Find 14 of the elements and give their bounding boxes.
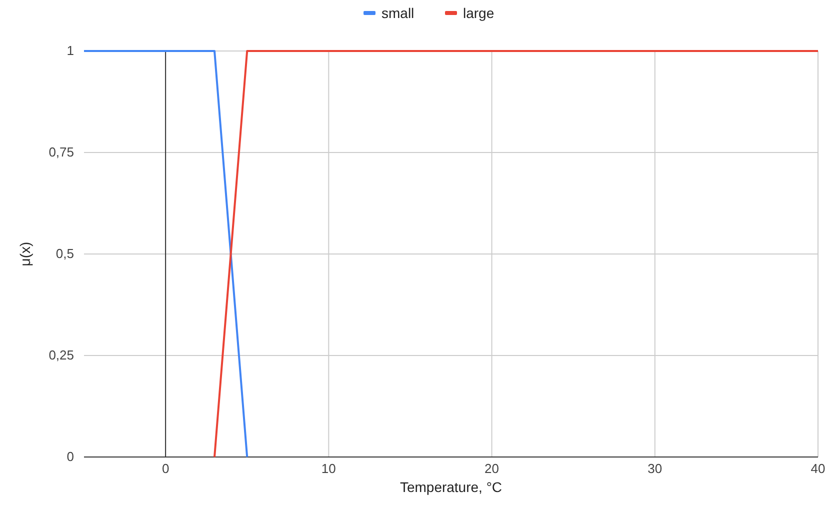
legend-label: large <box>463 5 494 21</box>
x-tick-label: 0 <box>162 461 170 476</box>
x-tick-label: 30 <box>648 461 662 476</box>
y-tick-label: 0 <box>66 449 74 464</box>
x-tick-label: 10 <box>321 461 336 476</box>
x-tick-label: 20 <box>484 461 500 476</box>
x-axis-title: Temperature, °C <box>400 479 502 495</box>
y-tick-label: 0,5 <box>56 246 74 261</box>
y-tick-label: 1 <box>66 43 74 58</box>
y-tick-label: 0,25 <box>48 348 74 362</box>
legend-label: small <box>382 5 414 21</box>
y-axis-title: μ(x) <box>17 242 33 266</box>
x-tick-label: 40 <box>810 461 826 476</box>
y-tick-label: 0,75 <box>48 144 74 160</box>
